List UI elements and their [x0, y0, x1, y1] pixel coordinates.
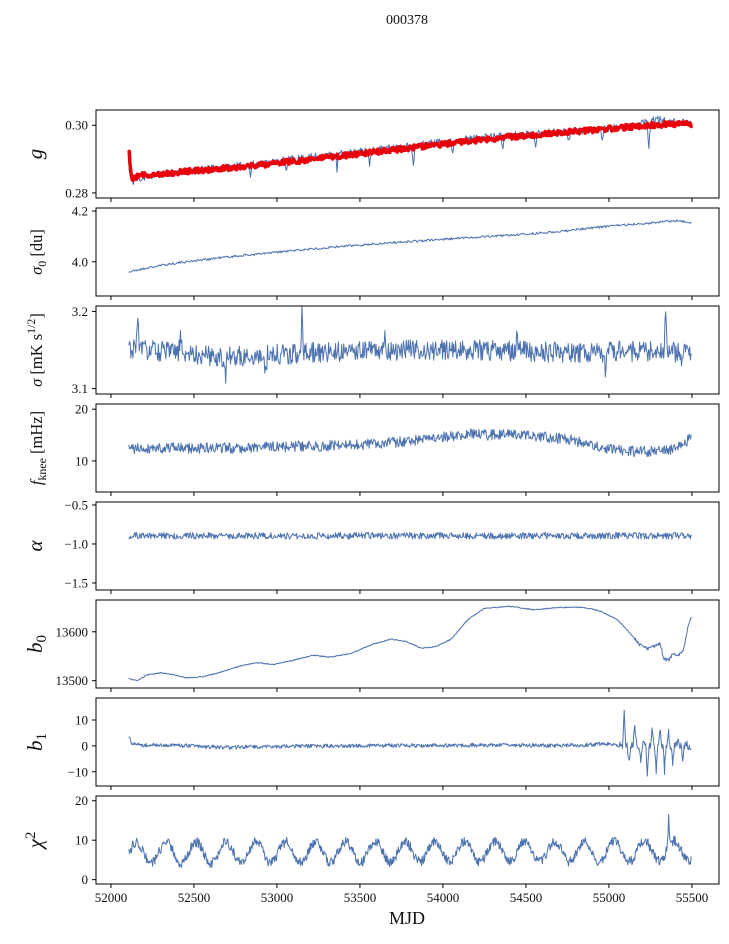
y-tick-label: 3.2: [72, 304, 88, 319]
x-tick-label: 54000: [427, 890, 460, 905]
y-axis-label-g: g: [23, 149, 47, 160]
y-axis-label-text: χ2: [23, 832, 47, 851]
y-tick-label: −10: [68, 764, 88, 779]
y-axis-label-alpha: α: [23, 540, 47, 552]
y-tick-label: 13600: [56, 624, 89, 639]
x-tick-label: 53500: [344, 890, 377, 905]
panel-sigma-mks: 3.1 3.2 σ [mK s1/2]: [24, 304, 720, 398]
y-axis-label-b1: b1: [23, 733, 50, 751]
panel-frame: [95, 501, 720, 591]
panel-alpha: −0.5 −1.0 −1.5 α: [23, 497, 720, 594]
x-tick-label: 53000: [261, 890, 294, 905]
panel-frame: [95, 207, 720, 297]
x-axis-label: MJD: [389, 908, 425, 928]
y-axis-label-sigma-mks: σ [mK s1/2]: [24, 313, 46, 387]
y-tick-label: −1.5: [64, 575, 88, 590]
panel-b1: −10 0 10 b1: [23, 697, 720, 790]
y-tick-label: 13500: [56, 673, 89, 688]
y-axis-label-text: b0: [23, 635, 50, 653]
y-tick-label: 3.1: [72, 381, 88, 396]
y-tick-label: 20: [75, 793, 88, 808]
panel-frame: [95, 109, 720, 199]
y-tick-label: 0: [82, 738, 89, 753]
x-tick-label: 52500: [178, 890, 211, 905]
y-tick-label: 10: [75, 453, 88, 468]
y-tick-label: 0: [82, 872, 89, 887]
sigma-mks-series-white-noise-level: [128, 306, 692, 384]
panel-chi2: 0 10 20 52000 52500 53000 53500 54000 54500 55000…: [23, 793, 720, 905]
y-tick-label: 20: [75, 402, 88, 417]
y-axis-label-text: σ0 [du]: [27, 229, 49, 275]
y-tick-label: 10: [75, 833, 88, 848]
subplot-panels: 0.28 0.30 g 4.0 4.2 σ0 [du] 3.1 3.2 σ [mK s1/2] 1…: [23, 109, 720, 905]
panel-b0: 13500 13600 b0: [23, 599, 720, 692]
panel-frame: [95, 599, 720, 689]
y-axis-label-b0: b0: [23, 635, 50, 653]
plot-title: 000378: [386, 13, 428, 28]
y-axis-label-fknee: fknee [mHz]: [27, 411, 49, 485]
b1-series-baseline-b1: [128, 709, 692, 777]
y-axis-label-text: g: [23, 149, 47, 160]
fknee-series-knee-frequency: [128, 428, 692, 458]
alpha-series-slope-alpha: [128, 532, 692, 540]
g-series-gain-smoothed: [127, 119, 693, 183]
y-tick-label: −0.5: [64, 497, 88, 512]
y-axis-label-text: fknee [mHz]: [27, 411, 49, 485]
y-axis-label-text: b1: [23, 733, 50, 751]
y-axis-label-text: σ [mK s1/2]: [24, 313, 46, 387]
y-tick-label: 0.28: [65, 185, 88, 200]
panel-frame: [95, 795, 720, 885]
panel-frame: [95, 697, 720, 787]
chi2-series-chi-squared: [128, 814, 692, 868]
y-tick-label: 4.0: [72, 254, 88, 269]
y-tick-label: 0.30: [65, 118, 88, 133]
x-tick-label: 55000: [593, 890, 626, 905]
y-tick-label: −1.0: [64, 536, 88, 551]
b0-series-baseline-b0: [128, 605, 692, 682]
sigma0-series-sigma0-du: [128, 219, 692, 273]
panel-frame: [95, 403, 720, 493]
y-axis-label-text: α: [23, 540, 47, 552]
y-axis-label-sigma0: σ0 [du]: [27, 229, 49, 275]
panel-g: 0.28 0.30 g: [23, 109, 720, 202]
y-tick-label: 4.2: [72, 204, 88, 219]
panel-fknee: 10 20 fknee [mHz]: [27, 402, 720, 496]
x-tick-label: 54500: [510, 890, 543, 905]
y-tick-label: 10: [75, 713, 88, 728]
panel-sigma0: 4.0 4.2 σ0 [du]: [27, 204, 720, 300]
x-tick-label: 55500: [676, 890, 709, 905]
x-tick-label: 52000: [95, 890, 128, 905]
y-axis-label-chi2: χ2: [23, 832, 47, 851]
panel-frame: [95, 305, 720, 395]
